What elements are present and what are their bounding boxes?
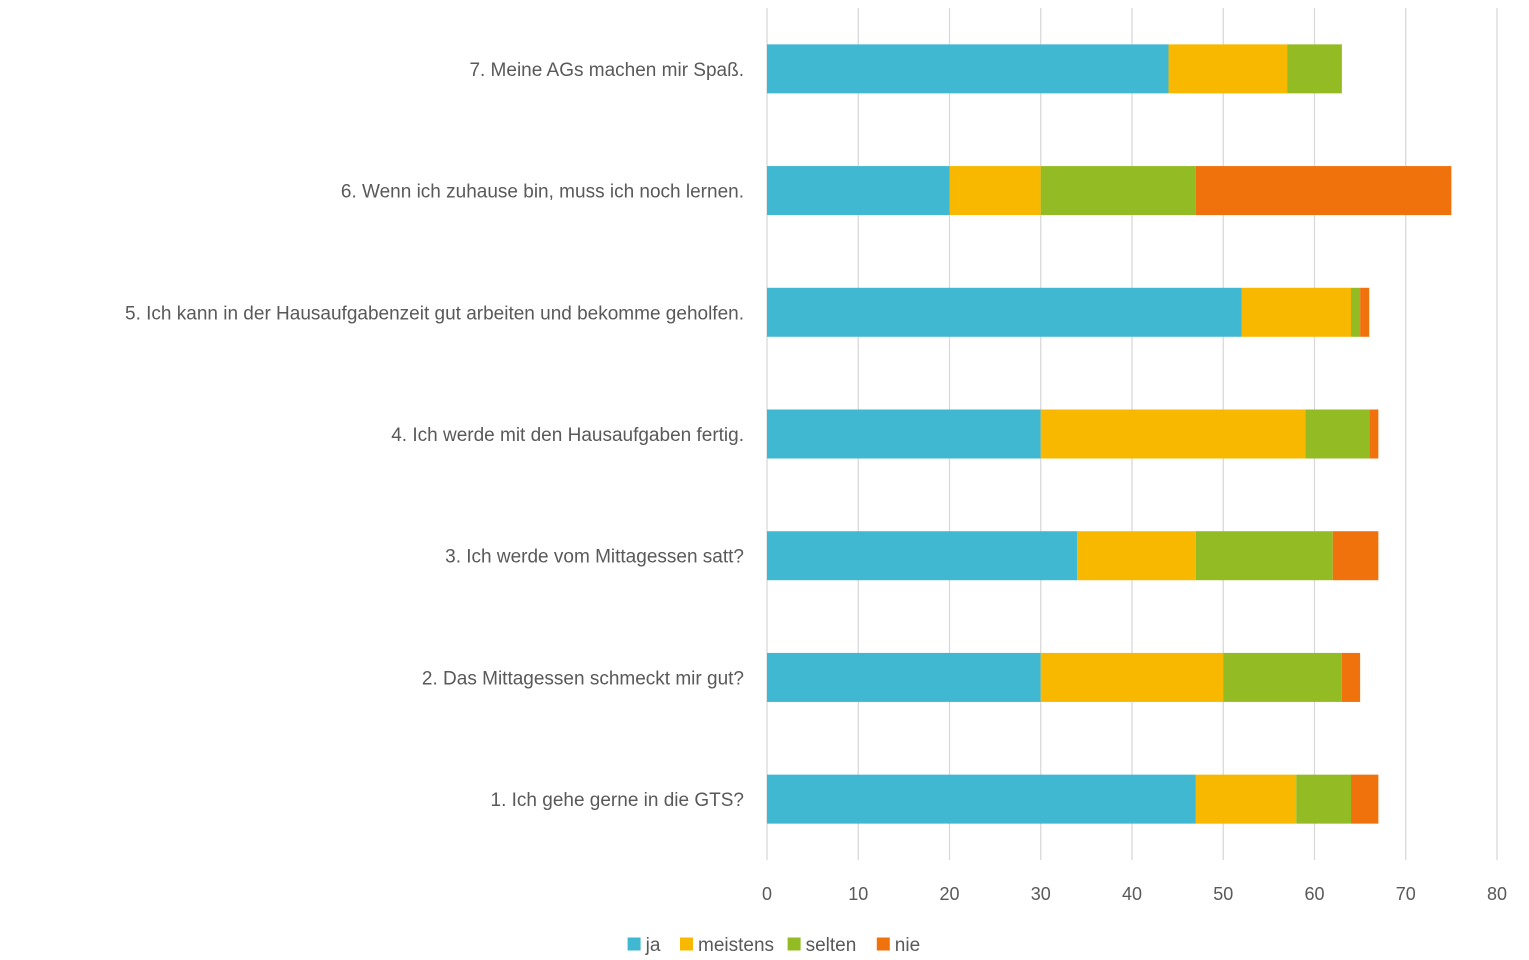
x-tick-label: 80 (1487, 884, 1507, 904)
bar-nie-1 (1351, 774, 1379, 824)
bar-selten-4 (1305, 409, 1370, 459)
x-axis-tick-labels: 0 10 20 30 40 50 60 70 80 (762, 884, 1507, 904)
bar-ja-7 (767, 44, 1169, 94)
category-label: 3. Ich werde vom Mittagessen satt? (445, 547, 744, 568)
bar-selten-5 (1351, 287, 1361, 337)
bar-meistens-3 (1077, 531, 1196, 581)
legend-swatch-nie (876, 937, 890, 951)
bar-selten-3 (1195, 531, 1333, 581)
legend: ja meistens selten nie (627, 935, 920, 956)
x-tick-label: 0 (762, 884, 772, 904)
bar-nie-6 (1195, 166, 1452, 216)
x-tick-label: 70 (1396, 884, 1416, 904)
bar-selten-6 (1040, 166, 1196, 216)
legend-swatch-ja (627, 937, 641, 951)
bar-meistens-7 (1168, 44, 1288, 94)
x-tick-label: 30 (1031, 884, 1051, 904)
bar-meistens-1 (1195, 774, 1297, 824)
x-tick-label: 20 (939, 884, 959, 904)
x-tick-label: 50 (1213, 884, 1233, 904)
bar-ja-6 (767, 166, 950, 216)
bar-ja-2 (767, 652, 1041, 702)
category-label: 5. Ich kann in der Hausaufgabenzeit gut … (125, 303, 744, 324)
category-label: 1. Ich gehe gerne in die GTS? (491, 790, 745, 811)
legend-label-selten: selten (806, 935, 857, 956)
bar-meistens-2 (1040, 652, 1224, 702)
bar-ja-4 (767, 409, 1041, 459)
bar-nie-3 (1332, 531, 1379, 581)
legend-label-ja: ja (645, 935, 661, 956)
category-label: 2. Das Mittagessen schmeckt mir gut? (422, 668, 744, 689)
bar-nie-4 (1369, 409, 1379, 459)
x-tick-label: 10 (848, 884, 868, 904)
bar-meistens-6 (949, 166, 1041, 216)
bar-selten-7 (1287, 44, 1342, 94)
bar-selten-2 (1223, 652, 1342, 702)
category-labels: 1. Ich gehe gerne in die GTS? 2. Das Mitt… (125, 60, 744, 811)
bar-ja-3 (767, 531, 1078, 581)
legend-label-nie: nie (895, 935, 920, 956)
legend-label-meistens: meistens (698, 935, 774, 956)
legend-swatch-meistens (680, 937, 693, 951)
bar-meistens-4 (1040, 409, 1306, 459)
bar-ja-5 (767, 287, 1242, 337)
category-label: 4. Ich werde mit den Hausaufgaben fertig… (391, 425, 744, 446)
bar-nie-2 (1341, 652, 1361, 702)
category-label: 7. Meine AGs machen mir Spaß. (469, 60, 744, 81)
category-label: 6. Wenn ich zuhause bin, muss ich noch l… (341, 182, 744, 203)
bars (767, 44, 1452, 824)
x-tick-label: 60 (1304, 884, 1324, 904)
legend-swatch-selten (787, 937, 801, 951)
bar-selten-1 (1296, 774, 1351, 824)
x-tick-label: 40 (1122, 884, 1142, 904)
bar-ja-1 (767, 774, 1196, 824)
bar-meistens-5 (1241, 287, 1351, 337)
bar-nie-5 (1360, 287, 1370, 337)
